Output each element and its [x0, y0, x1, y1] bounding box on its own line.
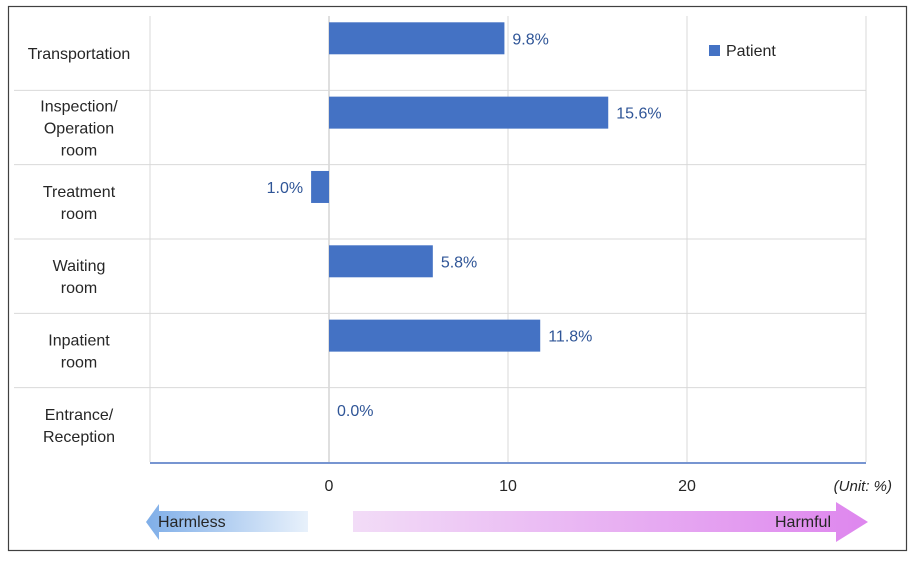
label-layer: 9.8% 15.6% 1.0% 5.8% 11.8% 0.0% — [267, 31, 662, 420]
grid-layer — [14, 16, 867, 462]
unit-note: (Unit: %) — [834, 478, 892, 495]
x-tick-label: 10 — [499, 478, 517, 495]
category-label: Inpatient room — [48, 333, 110, 372]
category-label: Inspection/Operation room — [40, 99, 118, 160]
harmful-arrow-shape — [353, 502, 868, 542]
bar — [329, 22, 505, 55]
category-label-line: Inspection/ — [40, 99, 118, 116]
tick-layer: 0 10 20 — [325, 478, 696, 495]
category-label-line: room — [61, 143, 97, 160]
harmful-label: Harmful — [775, 514, 831, 531]
legend-swatch — [709, 45, 720, 56]
bar — [329, 96, 609, 129]
category-label-line: Transportation — [28, 46, 131, 63]
data-label: 0.0% — [337, 403, 373, 420]
category-label: Waiting room — [53, 258, 106, 297]
category-label-line: Waiting — [53, 258, 106, 275]
category-label-line: Treatment — [43, 184, 116, 201]
category-label-line: room — [61, 280, 97, 297]
data-label: 9.8% — [512, 31, 548, 48]
bar-layer — [311, 22, 609, 352]
category-label-line: Entrance/ — [45, 407, 114, 424]
category-label-line: Inpatient — [48, 333, 110, 350]
data-label: 1.0% — [267, 180, 303, 197]
harmless-arrow-shape — [146, 504, 308, 540]
legend-label: Patient — [726, 43, 776, 60]
bar — [311, 170, 329, 203]
chart-border — [7, 5, 908, 552]
category-label: Transportation — [28, 46, 131, 63]
harmful-arrow: Harmful — [353, 502, 868, 542]
harmless-label: Harmless — [158, 514, 226, 531]
legend: Patient — [709, 43, 776, 60]
category-label-line: room — [61, 355, 97, 372]
bar — [329, 245, 433, 278]
category-label-line: Reception — [43, 429, 115, 446]
category-label: Treatment room — [43, 184, 116, 223]
data-label: 15.6% — [616, 106, 661, 123]
bar — [329, 319, 541, 352]
harmless-arrow: Harmless — [146, 504, 308, 540]
data-label: 5.8% — [441, 254, 477, 271]
data-label: 11.8% — [548, 329, 592, 346]
x-tick-label: 0 — [325, 478, 334, 495]
x-tick-label: 20 — [678, 478, 696, 495]
category-label-line: Operation — [44, 121, 114, 138]
category-label-line: room — [61, 206, 97, 223]
category-label: Entrance/Reception — [43, 407, 115, 446]
